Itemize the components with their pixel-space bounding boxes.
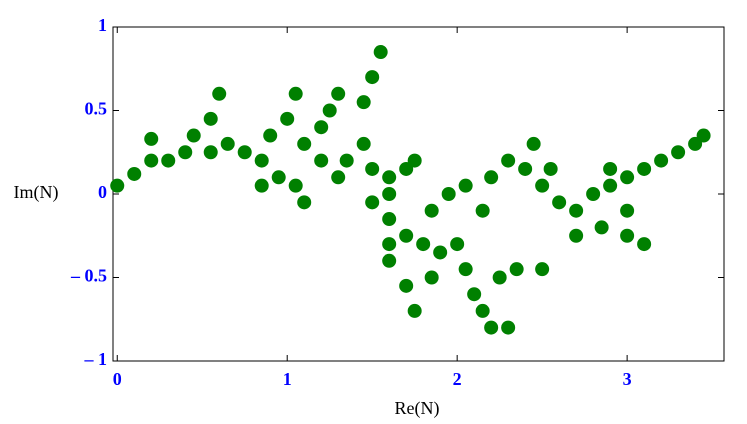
point — [424, 270, 439, 285]
x-axis-label: Re(N) — [395, 398, 440, 419]
point — [586, 187, 601, 201]
point — [526, 136, 541, 151]
y-tick-label: 1 — [98, 15, 107, 35]
point — [407, 303, 422, 318]
point — [603, 161, 618, 176]
point — [144, 153, 159, 168]
point — [254, 178, 269, 193]
point — [203, 111, 218, 126]
point — [356, 136, 371, 151]
point — [280, 111, 295, 126]
point — [620, 203, 635, 218]
point — [458, 178, 473, 193]
x-tick-label: 3 — [623, 369, 632, 389]
point — [484, 320, 499, 335]
point — [110, 178, 125, 193]
point — [212, 86, 227, 101]
point — [373, 45, 388, 60]
point — [637, 237, 652, 252]
point — [254, 153, 269, 168]
point — [220, 136, 235, 151]
plot-frame — [112, 26, 725, 362]
point — [365, 195, 380, 210]
point — [637, 161, 652, 176]
point — [450, 237, 465, 252]
point — [484, 170, 499, 185]
point — [322, 103, 337, 118]
point — [535, 262, 550, 277]
y-tick-label: 0.5 — [85, 99, 108, 119]
point — [399, 278, 414, 293]
point — [671, 145, 686, 160]
x-tick-label: 0 — [113, 369, 122, 389]
point — [339, 153, 354, 168]
point — [424, 203, 439, 218]
point — [518, 161, 533, 176]
point — [144, 131, 159, 146]
y-tick-label: – 1 — [84, 349, 108, 369]
point — [467, 287, 482, 302]
y-tick-label: 0 — [98, 182, 107, 202]
point — [569, 203, 584, 218]
point — [297, 136, 312, 151]
point — [314, 120, 329, 135]
point — [331, 86, 346, 101]
point — [237, 145, 252, 160]
point — [594, 220, 609, 235]
point — [433, 245, 448, 260]
point — [382, 170, 397, 185]
point — [458, 262, 473, 277]
point — [382, 212, 397, 227]
point — [407, 153, 422, 168]
point — [654, 153, 669, 168]
y-axis-label: Im(N) — [14, 182, 59, 203]
point — [203, 145, 218, 160]
y-tick-label: – 0.5 — [70, 266, 107, 286]
point — [288, 86, 303, 101]
point — [365, 70, 380, 85]
point — [492, 270, 507, 285]
point — [271, 170, 286, 185]
point — [161, 153, 176, 168]
point — [178, 145, 193, 160]
point — [288, 178, 303, 193]
point — [186, 128, 201, 143]
point — [620, 170, 635, 185]
point — [356, 95, 371, 110]
point — [603, 178, 618, 193]
point — [696, 128, 711, 143]
point — [382, 253, 397, 268]
x-tick-label: 2 — [453, 369, 462, 389]
point — [535, 178, 550, 193]
point — [501, 153, 516, 168]
point — [382, 237, 397, 252]
point — [331, 170, 346, 185]
point — [297, 195, 312, 210]
point — [475, 203, 490, 218]
point — [552, 195, 567, 210]
point — [569, 228, 584, 243]
point — [475, 303, 490, 318]
point — [501, 320, 516, 335]
point — [620, 228, 635, 243]
point — [543, 161, 558, 176]
point — [314, 153, 329, 168]
point — [416, 237, 431, 252]
point — [399, 228, 414, 243]
point — [509, 262, 524, 277]
point — [382, 187, 397, 201]
point — [441, 187, 456, 201]
x-tick-label: 1 — [283, 369, 292, 389]
point — [127, 166, 142, 181]
point — [263, 128, 278, 143]
point — [365, 161, 380, 176]
